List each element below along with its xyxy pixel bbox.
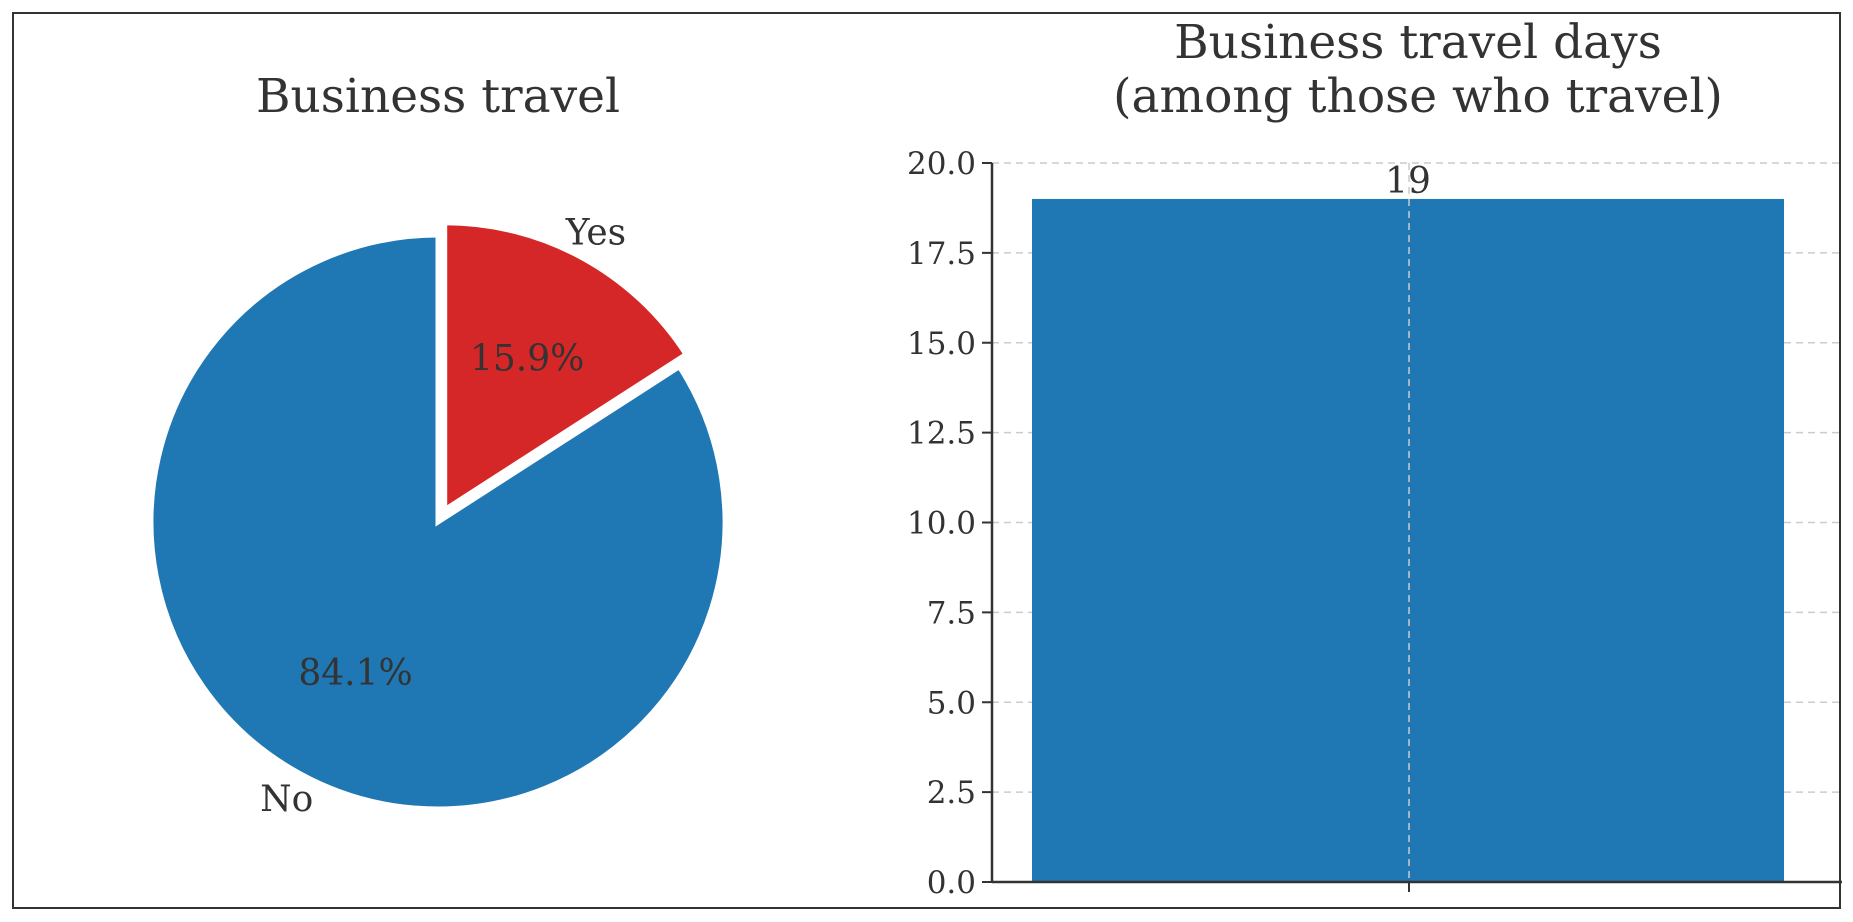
y-tick-label: 20.0	[907, 146, 976, 182]
bar-chart-title-line1: Business travel days	[1174, 15, 1662, 70]
pie-label-yes: Yes	[565, 213, 626, 254]
y-tick-label: 2.5	[927, 775, 976, 811]
pie-slices	[148, 220, 728, 812]
bar-chart-title-line2: (among those who travel)	[1113, 69, 1723, 124]
bar-data-label: 19	[1385, 161, 1431, 202]
pie-label-no: No	[260, 779, 313, 820]
y-tick-label: 7.5	[927, 595, 976, 631]
pie-pct-no: 84.1%	[298, 653, 412, 694]
pie-slice-yes	[442, 220, 690, 515]
y-tick-label: 12.5	[907, 416, 976, 452]
y-tick-label: 17.5	[907, 236, 976, 272]
y-tick-label: 10.0	[907, 506, 976, 542]
bar	[1032, 198, 1784, 882]
bar-chart: Business travel days (among those who tr…	[907, 15, 1842, 901]
pie-slice-no	[148, 232, 728, 812]
pie-chart: Business travel Yes No 15.9% 84.1%	[148, 69, 728, 820]
pie-chart-title: Business travel	[256, 69, 620, 124]
y-tick-label: 15.0	[907, 326, 976, 362]
pie-pct-yes: 15.9%	[470, 339, 584, 380]
y-tick-label: 5.0	[927, 685, 976, 721]
y-tick-label: 0.0	[927, 865, 976, 901]
bar-y-ticks: 0.0 2.5 5.0 7.5 10.0 12.5 15.0 17.5 20.0	[907, 146, 992, 901]
bar-series	[1032, 198, 1784, 882]
